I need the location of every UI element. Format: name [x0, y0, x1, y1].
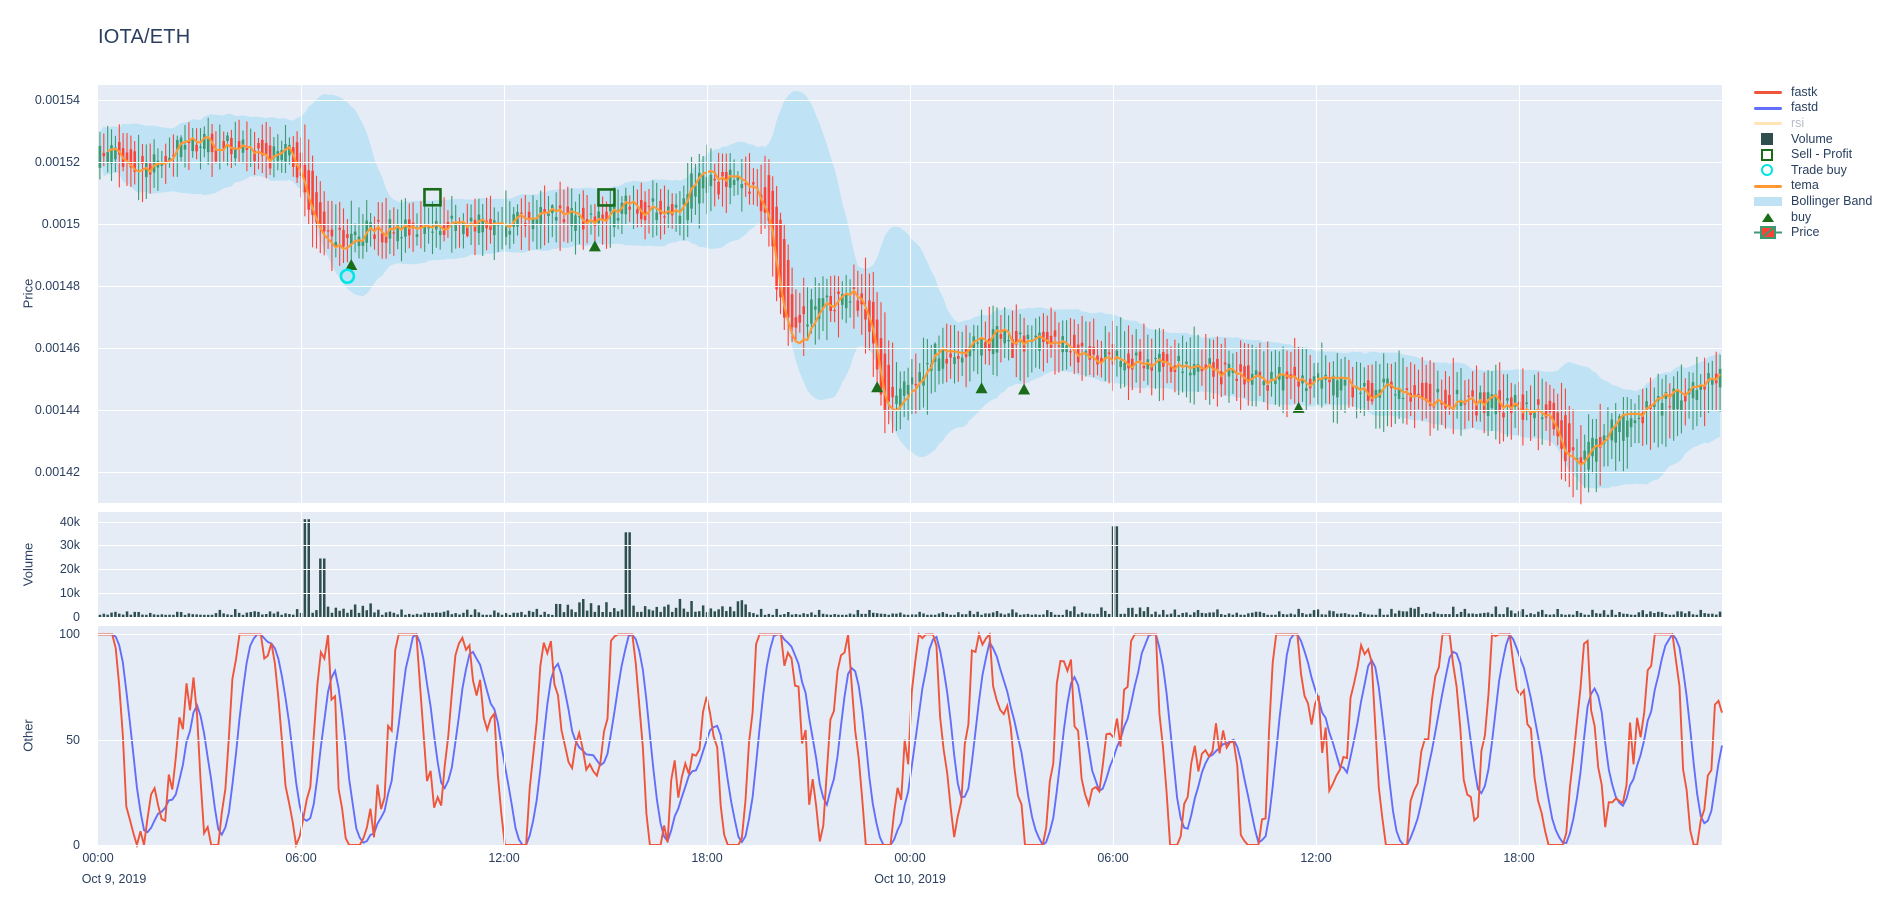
y-axis-tick: 0	[73, 610, 80, 624]
square-icon	[1752, 131, 1784, 146]
buy-marker	[975, 382, 988, 394]
gridline	[707, 512, 708, 617]
legend-label: Bollinger Band	[1791, 193, 1873, 208]
legend: fastk fastd rsi Volume Sell - Profit Trade bu…	[1752, 84, 1888, 240]
gridline	[910, 626, 911, 845]
gridline	[504, 85, 505, 503]
y-axis-tick: 0	[73, 838, 80, 852]
line-icon	[1752, 178, 1784, 193]
legend-item-tema[interactable]: tema	[1752, 178, 1888, 194]
gridline	[910, 85, 911, 503]
y-axis-tick: 10k	[59, 586, 80, 601]
y-axis-tick: 100	[59, 627, 80, 642]
y-axis-tick: 0.0015	[41, 217, 80, 232]
price-axis-title: Price	[20, 278, 36, 309]
gridline	[301, 512, 302, 617]
price-plot-svg	[98, 90, 1722, 505]
x-axis-tick: 00:00	[894, 851, 926, 865]
legend-label: Trade buy	[1791, 162, 1847, 177]
y-axis-tick: 50	[66, 732, 80, 747]
y-axis-tick: 20k	[59, 562, 80, 577]
x-axis-tick: 06:00	[1097, 851, 1129, 865]
gridline	[504, 512, 505, 617]
gridline	[98, 617, 1722, 618]
candlestick-series	[98, 117, 1722, 505]
x-axis-tick: 06:00	[285, 851, 317, 865]
gridline	[1113, 626, 1114, 845]
buy-marker	[1018, 383, 1031, 395]
y-axis-tick: 30k	[59, 538, 80, 553]
y-axis-tick: 0.00154	[34, 93, 80, 108]
y-axis-tick: 0.00144	[34, 403, 80, 418]
legend-item-volume[interactable]: Volume	[1752, 131, 1888, 147]
legend-label: Volume	[1791, 131, 1833, 146]
gridline	[98, 845, 1722, 846]
buy-marker	[345, 258, 358, 270]
gridline	[1316, 85, 1317, 503]
legend-label: tema	[1791, 178, 1819, 193]
x-axis-caption: Oct 9, 2019	[81, 872, 147, 886]
circle-open-icon	[1752, 162, 1784, 177]
legend-item-price[interactable]: Price	[1752, 224, 1888, 240]
legend-item-sell-profit[interactable]: Sell - Profit	[1752, 146, 1888, 162]
page-title: IOTA/ETH	[98, 26, 191, 48]
legend-item-fastk[interactable]: fastk	[1752, 84, 1888, 100]
line-icon	[1752, 84, 1784, 99]
band-icon	[1752, 193, 1784, 208]
candle-icon	[1752, 225, 1784, 240]
legend-item-trade-buy[interactable]: Trade buy	[1752, 162, 1888, 178]
gridline	[707, 85, 708, 503]
gridline	[301, 85, 302, 503]
gridline	[1113, 512, 1114, 617]
y-axis-tick: 0.00146	[34, 341, 80, 356]
x-axis-tick: 00:00	[82, 851, 114, 865]
y-axis-tick: 0.00148	[34, 279, 80, 294]
gridline	[707, 626, 708, 845]
legend-item-bollinger-band[interactable]: Bollinger Band	[1752, 193, 1888, 209]
legend-item-rsi[interactable]: rsi	[1752, 115, 1888, 131]
legend-label: Sell - Profit	[1791, 147, 1853, 162]
y-axis-tick: 40k	[59, 514, 80, 529]
buy-marker	[871, 381, 884, 393]
gridline	[1113, 85, 1114, 503]
x-axis-tick: 12:00	[1300, 851, 1332, 865]
square-open-icon	[1752, 147, 1784, 162]
tema-line	[107, 135, 1721, 466]
volume-subplot	[98, 512, 1722, 618]
gridline	[910, 512, 911, 617]
gridline	[1316, 512, 1317, 617]
gridline	[1316, 626, 1317, 845]
legend-label: Price	[1791, 225, 1820, 240]
price-subplot	[98, 85, 1722, 505]
legend-label: buy	[1791, 209, 1812, 224]
legend-label: fastd	[1791, 100, 1819, 115]
legend-label: fastk	[1791, 84, 1818, 99]
gridline	[1519, 626, 1520, 845]
gridline	[301, 626, 302, 845]
legend-item-buy[interactable]: buy	[1752, 209, 1888, 225]
y-axis-tick: 0.00152	[34, 155, 80, 170]
line-icon	[1752, 100, 1784, 115]
buy-marker	[588, 240, 601, 252]
legend-label: rsi	[1791, 115, 1805, 130]
y-axis-tick: 0.00142	[34, 465, 80, 480]
bollinger-band-area	[99, 90, 1721, 489]
x-axis-caption: Oct 10, 2019	[874, 872, 946, 886]
line-icon	[1752, 115, 1784, 130]
sell-profit-marker	[597, 188, 616, 207]
x-axis-tick: 18:00	[1503, 851, 1535, 865]
gridline	[1519, 512, 1520, 617]
other-subplot	[98, 626, 1723, 849]
volume-axis-title: Volume	[20, 542, 36, 586]
sell-profit-marker	[423, 187, 442, 207]
triangle-up-icon	[1752, 209, 1784, 224]
x-axis-tick: 18:00	[691, 851, 723, 865]
gridline	[1519, 85, 1520, 503]
gridline	[504, 626, 505, 845]
x-axis-tick: 12:00	[488, 851, 520, 865]
other-axis-title: Other	[20, 718, 36, 752]
trade-buy-marker	[339, 268, 356, 285]
legend-item-fastd[interactable]: fastd	[1752, 100, 1888, 116]
